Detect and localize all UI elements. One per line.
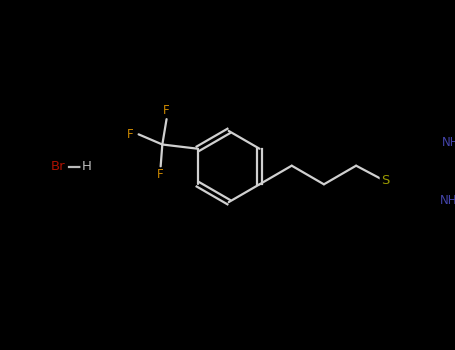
Text: F: F [163, 104, 170, 117]
Text: F: F [127, 128, 133, 141]
Text: NH: NH [442, 136, 455, 149]
Text: S: S [381, 174, 389, 188]
Text: F: F [157, 168, 164, 182]
Text: Br: Br [51, 160, 65, 173]
Text: H: H [81, 160, 91, 173]
Text: NH₂: NH₂ [440, 194, 455, 207]
